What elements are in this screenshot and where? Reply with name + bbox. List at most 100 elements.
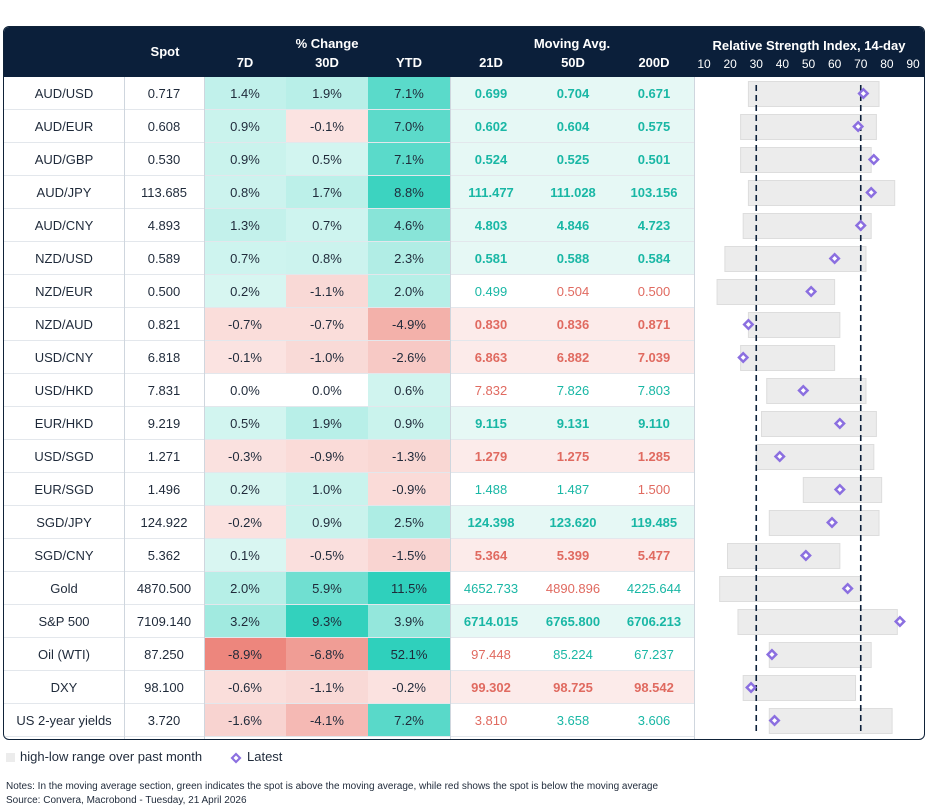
pct-change-cell-d7: 0.2% xyxy=(204,275,286,308)
pct-change-cell-ytd: -4.9% xyxy=(368,308,450,341)
rsi-tick-label: 10 xyxy=(697,57,711,71)
row-label: US 2-year yields xyxy=(16,713,112,728)
row-divider xyxy=(4,175,694,176)
moving-average-cell-ma50: 0.504 xyxy=(556,284,590,299)
pct-change-cell-d7: 3.2% xyxy=(204,605,286,638)
ma-background xyxy=(450,176,694,209)
rsi-latest-marker xyxy=(737,351,750,364)
pct-change-cell-d7: 0.7% xyxy=(204,242,286,275)
moving-average-cell-ma200: 119.485 xyxy=(630,515,678,530)
source-text: Source: Convera, Macrobond - Tuesday, 21… xyxy=(6,795,247,806)
notes-text: Notes: In the moving average section, gr… xyxy=(6,781,659,792)
row-divider xyxy=(4,406,694,407)
moving-average-cell-ma200: 0.871 xyxy=(637,317,671,332)
table-row: EUR/SGD 1.496 0.2% 1.0% -0.9% 1.488 1.487 1.500 xyxy=(4,473,924,506)
pct-change-cell-d7: 0.2% xyxy=(204,473,286,506)
moving-average-cell-ma200: 7.803 xyxy=(637,383,671,398)
table-row: AUD/USD 0.717 1.4% 1.9% 7.1% 0.699 0.704 0.671 xyxy=(4,77,924,110)
rsi-latest-marker xyxy=(799,549,812,562)
moving-average-cell-ma21: 3.810 xyxy=(474,713,508,728)
rsi-latest-marker xyxy=(854,219,867,232)
row-divider xyxy=(4,307,694,308)
legend-latest: Latest xyxy=(230,749,282,764)
moving-average-cell-ma200: 6706.213 xyxy=(626,614,682,629)
rsi-latest-marker xyxy=(828,252,841,265)
header-7d: 7D xyxy=(236,55,254,70)
moving-average-cell-ma200: 4.723 xyxy=(637,218,671,233)
moving-average-cell-ma50: 0.836 xyxy=(556,317,590,332)
rsi-tick-label: 90 xyxy=(906,57,920,71)
pct-change-cell-d7: -8.9% xyxy=(204,638,286,671)
rsi-latest-marker xyxy=(841,582,854,595)
pct-change-cell-d30: 0.5% xyxy=(286,143,368,176)
moving-average-cell-ma200: 1.285 xyxy=(637,449,671,464)
spot-cell: 0.608 xyxy=(147,119,181,134)
table-row: NZD/EUR 0.500 0.2% -1.1% 2.0% 0.499 0.504 0.500 xyxy=(4,275,924,308)
row-divider xyxy=(4,373,694,374)
moving-average-cell-ma50: 0.588 xyxy=(556,251,590,266)
moving-average-cell-ma21: 5.364 xyxy=(474,548,508,563)
pct-change-cell-d30: -0.5% xyxy=(286,539,368,572)
row-divider xyxy=(4,538,694,539)
moving-average-cell-ma21: 99.302 xyxy=(471,680,511,695)
pct-change-cell-d7: 0.9% xyxy=(204,143,286,176)
row-label: SGD/CNY xyxy=(34,548,94,563)
rsi-chart xyxy=(716,81,906,734)
moving-average-cell-ma21: 111.477 xyxy=(468,185,514,200)
row-divider xyxy=(4,505,694,506)
row-divider xyxy=(4,439,694,440)
moving-average-cell-ma21: 0.524 xyxy=(474,152,508,167)
pct-change-cell-ytd: 7.1% xyxy=(368,77,450,110)
spot-cell: 0.500 xyxy=(147,284,181,299)
row-divider xyxy=(4,340,694,341)
pct-change-cell-d30: 0.0% xyxy=(286,374,368,407)
table-row: NZD/AUD 0.821 -0.7% -0.7% -4.9% 0.830 0.836 0.8… xyxy=(4,308,924,341)
pct-change-cell-d30: -0.7% xyxy=(286,308,368,341)
pct-change-cell-d7: -0.1% xyxy=(204,341,286,374)
rsi-range-bar xyxy=(742,213,872,239)
moving-average-cell-ma50: 4.846 xyxy=(556,218,590,233)
pct-change-cell-d7: 0.1% xyxy=(204,539,286,572)
rsi-latest-marker xyxy=(833,417,846,430)
pct-change-cell-ytd: 2.5% xyxy=(368,506,450,539)
row-label: USD/SGD xyxy=(34,449,94,464)
rsi-range-bar xyxy=(719,576,862,602)
table-row: USD/SGD 1.271 -0.3% -0.9% -1.3% 1.279 1.275 1.2… xyxy=(4,440,924,473)
market-table-card: Spot % Change 7D 30D YTD Moving Avg. 21D… xyxy=(3,26,925,740)
moving-average-cell-ma50: 6.882 xyxy=(556,350,590,365)
row-label: DXY xyxy=(50,680,78,695)
moving-average-cell-ma50: 98.725 xyxy=(553,680,593,695)
pct-change-cell-d30: -0.1% xyxy=(286,110,368,143)
ma-background xyxy=(450,671,694,704)
row-divider xyxy=(4,670,694,671)
pct-change-cell-d30: 9.3% xyxy=(286,605,368,638)
moving-average-cell-ma200: 9.110 xyxy=(638,416,670,431)
pct-change-cell-d7: 2.0% xyxy=(204,572,286,605)
header-50d: 50D xyxy=(561,55,585,70)
moving-average-cell-ma200: 0.575 xyxy=(637,119,671,134)
moving-average-cell-ma200: 7.039 xyxy=(637,350,671,365)
rsi-range-bar xyxy=(742,675,857,701)
pct-change-cell-d30: -1.1% xyxy=(286,275,368,308)
row-label: NZD/EUR xyxy=(35,284,93,299)
row-label: S&P 500 xyxy=(38,614,90,629)
rsi-latest-marker xyxy=(893,615,906,628)
pct-change-cell-d30: -0.9% xyxy=(286,440,368,473)
rsi-latest-marker xyxy=(773,450,786,463)
table-row: AUD/JPY 113.685 0.8% 1.7% 8.8% 111.477 111.028… xyxy=(4,176,924,209)
row-divider xyxy=(4,241,694,242)
rsi-tick-label: 60 xyxy=(827,57,842,71)
spot-cell: 3.720 xyxy=(147,713,181,728)
moving-average-cell-ma21: 0.581 xyxy=(474,251,508,266)
ma-background xyxy=(450,506,694,539)
pct-change-cell-d7: 0.9% xyxy=(204,110,286,143)
rsi-range-bar xyxy=(768,510,880,536)
pct-change-cell-d30: -4.1% xyxy=(286,704,368,737)
moving-average-cell-ma50: 0.704 xyxy=(556,86,590,101)
pct-change-cell-ytd: 2.3% xyxy=(368,242,450,275)
moving-average-cell-ma21: 124.398 xyxy=(467,515,515,530)
rsi-range-bar xyxy=(727,543,841,569)
moving-average-cell-ma50: 4890.896 xyxy=(545,581,601,596)
spot-cell: 87.250 xyxy=(144,647,184,662)
spot-cell: 5.362 xyxy=(147,548,181,563)
